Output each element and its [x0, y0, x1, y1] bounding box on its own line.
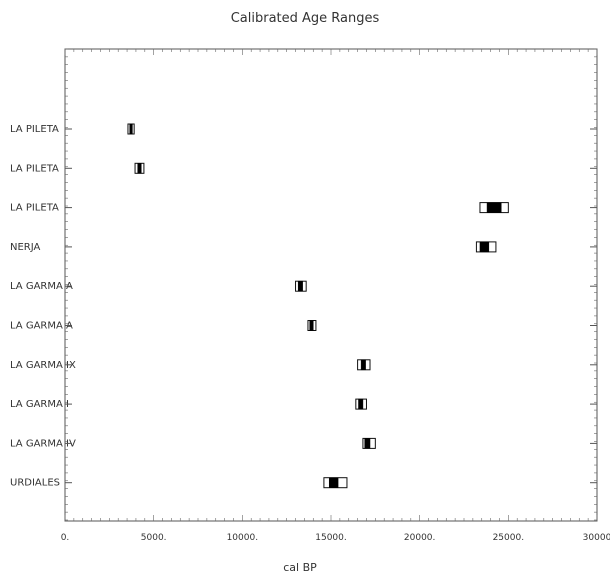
x-tick-label: 0.: [61, 533, 70, 543]
sample-label: URDIALES: [10, 478, 60, 489]
sample-label: LA GARMA IX: [10, 360, 76, 371]
range-68-box: [358, 398, 364, 410]
range-68-box: [360, 359, 366, 371]
range-68-box: [328, 477, 339, 488]
x-tick-label: 10000.: [227, 533, 259, 543]
range-68-box: [309, 320, 314, 331]
x-tick-label: 25000.: [493, 533, 525, 543]
sample-label: LA GARMA IV: [10, 438, 76, 449]
range-68-box: [129, 123, 133, 135]
range-68-box: [364, 438, 371, 449]
x-tick-label: 15000.: [315, 533, 347, 543]
minor-ticks: [64, 48, 598, 521]
sample-label: LA GARMA A: [10, 281, 73, 292]
range-68-box: [137, 163, 142, 174]
sample-label: LA PILETA: [10, 203, 59, 214]
sample-label: LA GARMA I: [10, 399, 69, 410]
x-axis-label: cal BP: [283, 561, 317, 574]
sample-label: LA PILETA: [10, 124, 59, 135]
sample-label: LA GARMA A: [10, 321, 73, 332]
sample-label: NERJA: [10, 242, 41, 253]
range-68-box: [486, 202, 502, 213]
sample-rows: LA PILETA LA PILETA LA PILETA NERJA LA GARMA…: [10, 123, 597, 489]
range-68-box: [297, 280, 303, 292]
range-68-box: [479, 241, 490, 253]
x-axis-ticks: 0. 5000. 10000. 15000. 20000. 25000. 30000: [61, 533, 610, 543]
sample-label: LA PILETA: [10, 163, 59, 174]
x-tick-label: 5000.: [141, 533, 167, 543]
plot-frame: [64, 48, 598, 522]
x-tick-label: 20000.: [404, 533, 436, 543]
x-tick-label: 30000: [583, 533, 610, 543]
chart-title: Calibrated Age Ranges: [231, 11, 380, 26]
